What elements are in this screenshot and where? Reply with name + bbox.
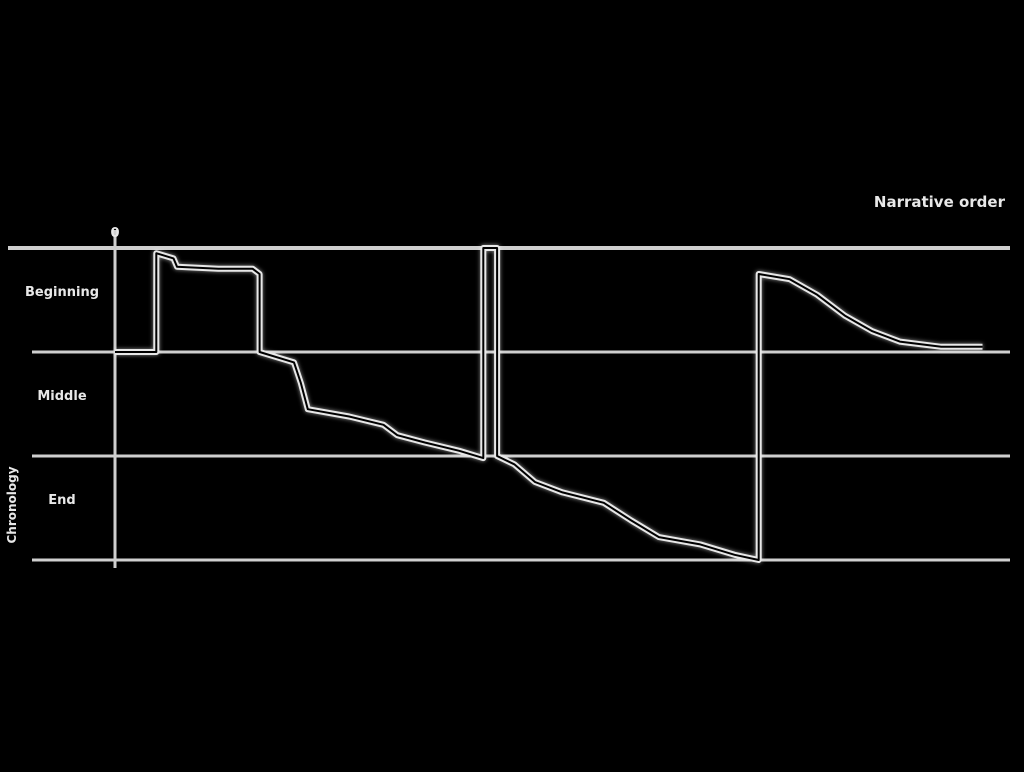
left-axis-label: Chronology [5,466,19,543]
top-axis-ticks: 0 [110,226,119,241]
band-label: End [48,493,75,508]
band-labels: Beginning Middle End [25,285,99,508]
x-tick-label: 0 [110,226,119,241]
grid-layer [8,230,1010,568]
band-label: Beginning [25,285,99,300]
series-line-outer [115,245,983,563]
series-layer [115,245,983,563]
series-line-inner [115,247,983,561]
band-label: Middle [37,389,86,404]
top-axis-label: Narrative order [874,193,1006,211]
